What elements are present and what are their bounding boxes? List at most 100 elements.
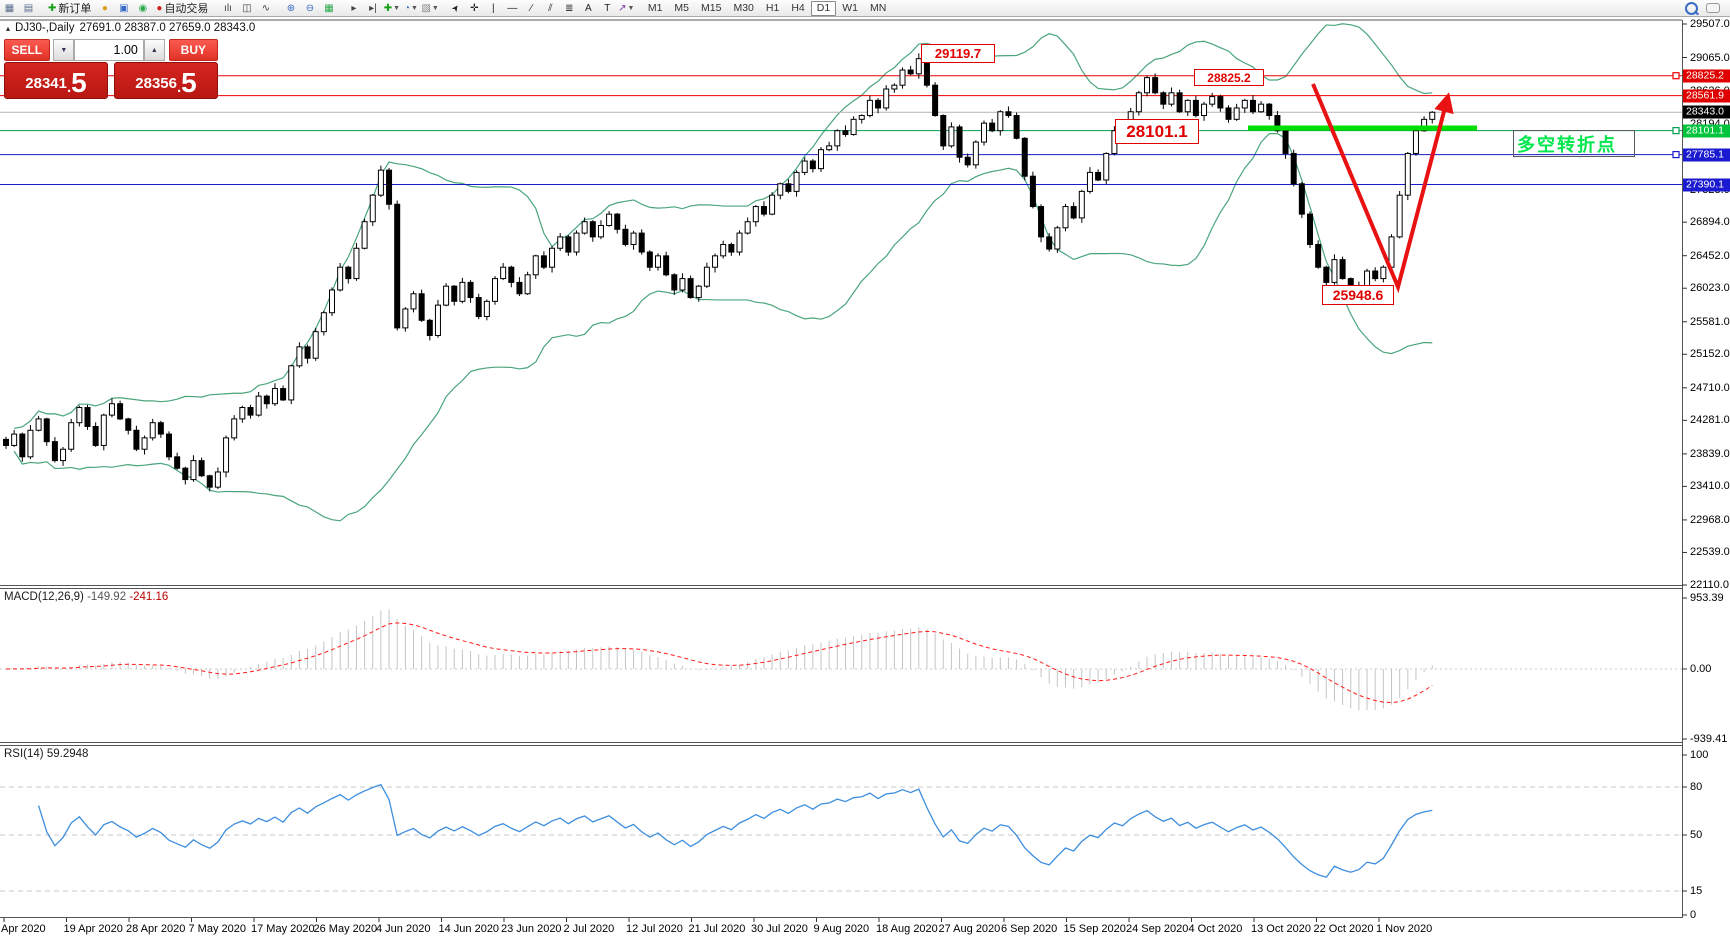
data-window-icon[interactable]: ▤	[23, 2, 34, 14]
dropdown-arrow-icon: ▼	[627, 4, 635, 12]
line-handle[interactable]	[1672, 127, 1680, 135]
dropdown-arrow-icon: ▼	[393, 4, 401, 12]
dropdown-arrow-icon: ▼	[431, 4, 439, 12]
toolbar-items: ▦ ▤ ✚ 新订单 ● ▣ ◉ ● 自动交易 ılı ◫ ∿ ⊕ ⊖ ▦ ▸ ▸| ✚ ▼ ◔ ▼ ▧ ▼ ➤ ✛ | — ∕ ⫽ ≣ A T…	[0, 1, 642, 16]
trend-arrow[interactable]	[1311, 83, 1454, 294]
rsi-panel	[0, 783, 1682, 892]
arrows-button[interactable]: ↗ ▼	[618, 2, 635, 14]
text-icon[interactable]: A	[584, 2, 592, 14]
timeframe-H4[interactable]: H4	[791, 1, 805, 14]
macd-tick: 0.00	[1690, 663, 1712, 675]
buy-price-int: 28356	[135, 75, 177, 92]
line-chart-icon[interactable]: ∿	[261, 2, 271, 14]
sell-price-int: 28341	[25, 75, 67, 92]
price-tick: 22968.0	[1690, 513, 1730, 526]
toolbar-right	[1685, 1, 1730, 15]
chart-shift-icon[interactable]: ▸|	[369, 2, 377, 14]
price-annotation[interactable]: 28101.1	[1115, 119, 1199, 144]
date-label: 9 Aug 2020	[813, 923, 870, 935]
signals-icon[interactable]: ◉	[138, 2, 148, 14]
date-label: 30 Jul 2020	[751, 923, 808, 935]
toolbar: ▦ ▤ ✚ 新订单 ● ▣ ◉ ● 自动交易 ılı ◫ ∿ ⊕ ⊖ ▦ ▸ ▸| ✚ ▼ ◔ ▼ ▧ ▼ ➤ ✛ | — ∕ ⫽ ≣ A T…	[0, 0, 1730, 17]
date-label: 27 Aug 2020	[938, 923, 1001, 935]
timeframe-MN[interactable]: MN	[869, 1, 887, 14]
horizontal-line-icon[interactable]: —	[507, 2, 518, 14]
buy-button[interactable]: BUY	[168, 39, 219, 61]
date-label: 24 Sep 2020	[1126, 923, 1189, 935]
date-label: 12 Jul 2020	[626, 923, 683, 935]
text-label-icon[interactable]: T	[604, 2, 611, 14]
timeframe-M30[interactable]: M30	[733, 1, 754, 14]
zoom-out-icon[interactable]: ⊖	[305, 2, 315, 14]
zoom-in-icon[interactable]: ⊕	[286, 2, 296, 14]
cursor-icon[interactable]: ➤	[449, 1, 462, 14]
price-tick: 22539.0	[1690, 546, 1730, 559]
turning-point-callout[interactable]: 多空转折点	[1513, 130, 1635, 157]
chat-icon[interactable]	[1706, 3, 1720, 13]
price-tick: 26452.0	[1690, 249, 1730, 262]
price-annotation[interactable]: 28825.2	[1194, 69, 1264, 86]
symbol-icon: ▴	[6, 23, 11, 33]
timeframe-D1[interactable]: D1	[810, 0, 837, 16]
sell-price-display[interactable]: 28341. 5	[4, 62, 108, 99]
bollinger-lower-band	[13, 133, 1433, 522]
price-tick: 29507.0	[1690, 18, 1730, 30]
bar-chart-icon[interactable]: ılı	[224, 2, 232, 14]
date-label: 15 Sep 2020	[1063, 923, 1126, 935]
price-tick: 26894.0	[1690, 216, 1730, 229]
crosshair-icon[interactable]: ✛	[470, 2, 479, 14]
price-tick: 23410.0	[1690, 480, 1730, 493]
date-label: 18 Aug 2020	[876, 923, 938, 935]
price-annotation[interactable]: 25948.6	[1322, 285, 1394, 305]
timeframe-M5[interactable]: M5	[674, 1, 690, 14]
search-icon[interactable]	[1685, 1, 1698, 15]
line-handle[interactable]	[1672, 72, 1680, 80]
volume-increase-button[interactable]: ▲	[143, 39, 165, 61]
price-tick: 25581.0	[1690, 315, 1730, 328]
line-handle[interactable]	[1672, 150, 1680, 159]
new-order-button[interactable]: ✚ 新订单	[48, 2, 92, 16]
timeframe-W1[interactable]: W1	[842, 1, 858, 14]
templates-button[interactable]: ▧ ▼	[421, 2, 439, 14]
macd-signal-line	[5, 622, 1433, 704]
rsi-tick: 15	[1690, 885, 1703, 897]
rsi-label: RSI(14) 59.2948	[4, 748, 89, 760]
volume-input[interactable]: 1.00	[74, 39, 144, 61]
indicators-list-button[interactable]: ✚ ▼	[383, 2, 401, 14]
vertical-line-icon[interactable]: |	[492, 2, 495, 14]
candlestick-chart-icon[interactable]: ◫	[242, 2, 252, 14]
date-label: 17 May 2020	[251, 923, 315, 935]
history-center-icon[interactable]: ●	[101, 2, 108, 14]
timeframe-toolbar: M1 M5 M15 M30 H1 H4 D1 W1 MN	[642, 0, 892, 16]
fibonacci-icon[interactable]: ≣	[565, 2, 574, 14]
macd-histogram	[13, 609, 1433, 711]
expert-advisors-icon[interactable]: ▣	[119, 2, 129, 14]
date-label: 22 Oct 2020	[1313, 923, 1374, 935]
rsi-tick: 80	[1690, 781, 1703, 793]
auto-scroll-icon[interactable]: ▸	[351, 2, 357, 14]
timeframe-H1[interactable]: H1	[765, 1, 780, 14]
dropdown-arrow-icon: ▼	[410, 4, 418, 12]
price-line-badge: 27785.1	[1683, 148, 1730, 162]
charts-window-icon[interactable]: ▦	[4, 2, 15, 14]
date-label: 4 Oct 2020	[1188, 923, 1243, 935]
price-tick: 24710.0	[1690, 381, 1730, 394]
volume-decrease-button[interactable]: ▼	[53, 39, 75, 61]
price-line-badge: 28101.1	[1683, 124, 1730, 138]
equidistant-channel-icon[interactable]: ⫽	[548, 2, 553, 14]
autotrading-button[interactable]: ● 自动交易	[156, 2, 209, 16]
timeframe-M1[interactable]: M1	[647, 1, 663, 14]
tile-windows-icon[interactable]: ▦	[324, 2, 334, 14]
sell-button[interactable]: SELL	[4, 39, 50, 61]
buy-price-display[interactable]: 28356. 5	[114, 62, 218, 99]
trendline-icon[interactable]: ∕	[530, 2, 533, 14]
price-annotation[interactable]: 29119.7	[921, 44, 995, 63]
rsi-tick: 100	[1690, 749, 1709, 761]
price-line-badge: 28561.9	[1683, 89, 1730, 103]
periods-button[interactable]: ◔ ▼	[403, 2, 418, 14]
price-tick: 22110.0	[1690, 578, 1729, 591]
timeframe-M15[interactable]: M15	[701, 1, 722, 14]
main-panel	[0, 23, 1682, 522]
